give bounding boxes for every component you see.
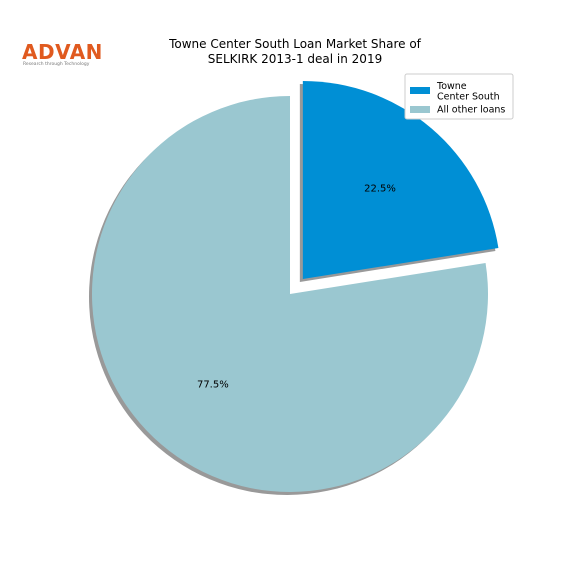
value-label: 22.5%: [364, 184, 396, 195]
legend-label: All other loans: [437, 105, 505, 116]
value-label: 77.5%: [197, 379, 229, 390]
legend: Towne Center South All other loans: [404, 73, 514, 120]
logo-name: ADVAN: [22, 40, 103, 64]
legend-box: [404, 73, 514, 120]
legend-label: Towne Center South: [436, 81, 500, 102]
chart-title: Towne Center South Loan Market Share of: [168, 37, 422, 51]
logo-tagline: Research through Technology: [23, 61, 90, 67]
pie: 22.5% 77.5%: [89, 80, 499, 495]
legend-swatch: [410, 106, 430, 113]
legend-swatch: [410, 87, 430, 94]
slice: [302, 80, 499, 279]
slice: [92, 96, 488, 493]
chart-title: SELKIRK 2013-1 deal in 2019: [208, 52, 382, 66]
